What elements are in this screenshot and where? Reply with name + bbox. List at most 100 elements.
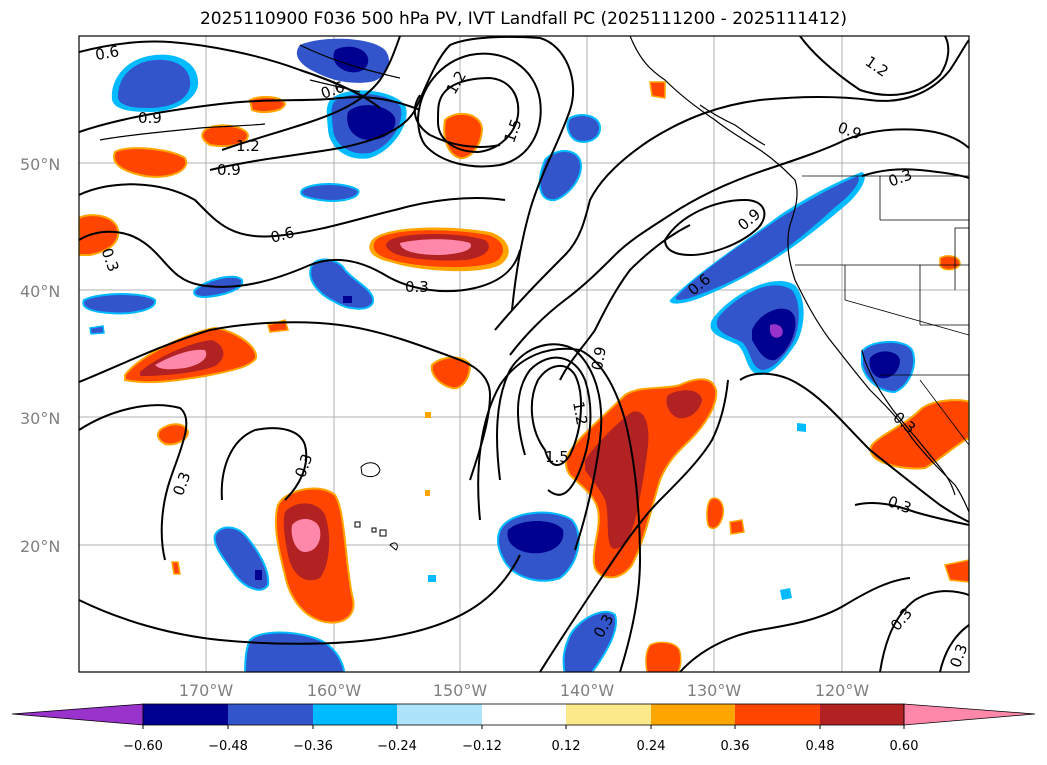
anomaly-patch xyxy=(291,518,321,552)
anomaly-patch xyxy=(538,150,582,202)
contour-0.6-large xyxy=(79,183,506,238)
colorbar-tick-label: 0.36 xyxy=(721,739,750,754)
lon-label-120w: 120°W xyxy=(815,681,870,700)
anomaly-patch xyxy=(400,239,471,255)
anomaly-patch xyxy=(729,519,745,535)
contour-trough-0.9 xyxy=(509,128,969,356)
lon-label-140w: 140°W xyxy=(560,681,615,700)
contour-0.6-ridge xyxy=(79,321,492,481)
colorbar-tick-label: −0.24 xyxy=(377,739,417,754)
anomaly-patch xyxy=(156,423,190,446)
contour-1.2-loop xyxy=(517,356,592,496)
contour-1.2-center xyxy=(416,52,542,168)
anomaly-patch xyxy=(675,176,859,300)
anomaly-patch xyxy=(343,296,352,303)
lon-label-170w: 170°W xyxy=(179,681,234,700)
lon-label-130w: 130°W xyxy=(687,681,742,700)
contour-0.9-lobe xyxy=(663,198,766,257)
anomaly-patch xyxy=(770,324,783,338)
contour-0.3-right xyxy=(413,94,501,148)
lat-label-50n: 50°N xyxy=(20,155,60,174)
colorbar-swatch xyxy=(397,704,482,725)
colorbar-tick-label: 0.60 xyxy=(890,739,919,754)
contour-0.6-loop xyxy=(477,347,642,672)
anomaly-patch xyxy=(645,641,682,672)
lat-label-30n: 30°N xyxy=(20,409,60,428)
contour-1.2-west xyxy=(221,36,401,151)
colorbar-tick-label: 0.12 xyxy=(552,739,581,754)
contour-0.3-east xyxy=(739,372,969,523)
colorbar-swatch xyxy=(143,704,228,725)
map-frame xyxy=(78,35,970,673)
contour-1.2-trough xyxy=(559,224,691,381)
anomaly-patch xyxy=(79,214,120,256)
contour-0.9-north xyxy=(79,96,421,133)
contour-label: 0.6 xyxy=(269,223,297,247)
colorbar: −0.60 −0.48 −0.36 −0.24 −0.12 0.12 0.24 … xyxy=(11,703,1036,754)
political-borders xyxy=(795,175,969,446)
contour-0.3-se2 xyxy=(939,624,969,672)
colorbar-swatch xyxy=(566,704,651,725)
colorbar-tick-label: −0.48 xyxy=(208,739,248,754)
lon-label-150w: 150°W xyxy=(433,681,488,700)
colorbar-tick-label: 0.24 xyxy=(637,739,666,754)
positive-anomaly-shading xyxy=(79,81,969,672)
anomaly-patch xyxy=(248,95,287,113)
lon-label-160w: 160°W xyxy=(307,681,362,700)
contour-0.6-north xyxy=(79,40,381,109)
contour-0.3-central xyxy=(539,379,729,672)
contour-0.3-californian xyxy=(854,502,969,526)
anomaly-patch xyxy=(562,610,617,672)
anomaly-patch xyxy=(425,412,431,418)
anomaly-patch xyxy=(649,81,666,99)
contour-0.3-horseshoe xyxy=(79,230,521,293)
colorbar-swatch xyxy=(735,704,820,725)
anomaly-patch xyxy=(797,423,806,432)
anomaly-patch xyxy=(566,114,602,143)
anomaly-patch xyxy=(706,497,724,530)
contour-0.3-right2 xyxy=(861,168,969,179)
contour-label: 1.5 xyxy=(545,448,569,466)
contour-label: 0.9 xyxy=(588,345,610,372)
map-title: 2025110900 F036 500 hPa PV, IVT Landfall… xyxy=(199,9,847,29)
colorbar-extend-min xyxy=(11,703,144,726)
contour-0.3-se xyxy=(879,590,969,672)
colorbar-tick-label: −0.60 xyxy=(123,739,163,754)
anomaly-patch xyxy=(213,526,270,591)
contour-0.3-pacific xyxy=(220,427,308,501)
latitude-labels: 50°N 40°N 30°N 20°N xyxy=(20,155,60,556)
contour-label: 1.2 xyxy=(236,137,260,155)
anomaly-patch xyxy=(89,325,105,335)
anomaly-patch xyxy=(171,561,181,575)
anomaly-patch xyxy=(585,411,649,549)
colorbar-swatch xyxy=(313,704,397,725)
longitude-labels: 170°W 160°W 150°W 140°W 130°W 120°W xyxy=(179,681,870,700)
contour-trough-0.6 xyxy=(494,39,969,331)
anomaly-patch xyxy=(869,399,969,470)
lat-label-40n: 40°N xyxy=(20,282,60,301)
contour-1.5-trough xyxy=(530,365,583,466)
contour-0.3-lower xyxy=(679,577,911,672)
anomaly-patch xyxy=(780,588,792,600)
contour-1.5-closed xyxy=(436,76,520,154)
map-panel: 0.6 0.9 0.6 1.2 1.2 1.5 0.9 1.2 0.9 0.9 … xyxy=(79,36,969,672)
anomaly-patch xyxy=(944,559,969,583)
contour-0.9-center xyxy=(209,36,575,311)
anomaly-patch xyxy=(425,490,430,496)
contour-label: 0.9 xyxy=(217,161,241,179)
contour-1.2-east xyxy=(799,36,950,96)
anomaly-patch xyxy=(255,570,262,580)
contour-label: 0.6 xyxy=(94,42,121,64)
colorbar-tick-label: −0.12 xyxy=(462,739,502,754)
anomaly-patch xyxy=(117,59,191,108)
colorbar-tick-label: −0.36 xyxy=(293,739,333,754)
colorbar-swatch xyxy=(820,704,904,725)
colorbar-outline xyxy=(142,703,905,726)
anomaly-patch xyxy=(113,147,188,178)
colorbar-swatch xyxy=(482,704,566,725)
anomaly-patch xyxy=(82,293,157,315)
anomaly-patch xyxy=(666,390,702,419)
colorbar-extend-max xyxy=(903,703,1036,726)
anomaly-patch xyxy=(155,349,207,370)
islands xyxy=(354,462,398,551)
